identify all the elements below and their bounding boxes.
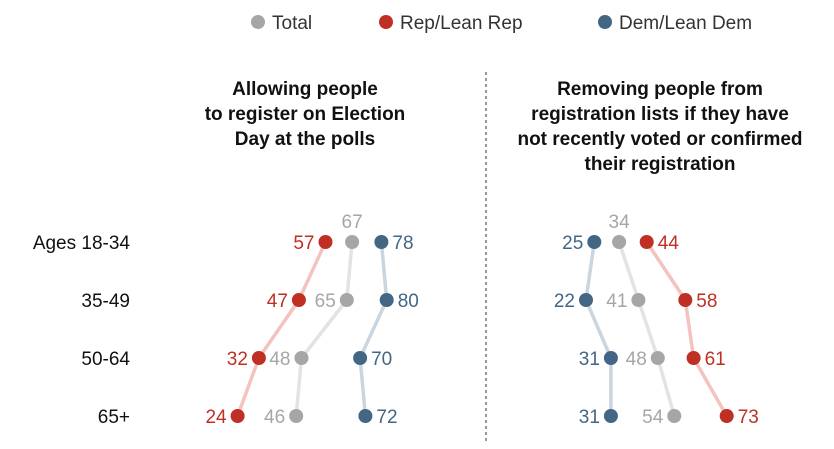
data-label-rep: 73 [738,407,759,428]
legend-marker-dem [598,15,612,29]
data-label-dem: 70 [371,349,392,370]
data-point-total [289,409,304,423]
data-label-dem: 72 [376,407,397,428]
series-line-dem [358,241,389,417]
data-label-total: 67 [342,212,363,233]
data-point-dem [603,409,618,423]
data-label-rep: 32 [227,349,248,370]
row-label: 50-64 [81,349,130,370]
data-label-dem: 31 [579,407,600,428]
data-label-total: 54 [642,407,664,428]
data-point-dem [579,293,593,307]
panel-titles: Allowing people to register on Election Da… [205,79,803,175]
data-point-rep [686,351,701,365]
data-label-dem: 22 [554,291,575,312]
panel-title-line: Day at the polls [235,129,375,150]
data-label-total: 34 [609,212,631,233]
data-point-dem [603,351,618,365]
data-label-total: 41 [606,291,627,312]
panel-title-line: Allowing people [232,79,378,100]
panel-title-line: to register on Election [205,104,406,125]
series-line-rep [235,241,328,417]
data-label-rep: 47 [267,291,288,312]
data-point-dem [587,235,602,249]
data-point-total [650,351,665,365]
data-label-rep: 58 [696,291,717,312]
data-label-rep: 61 [705,349,726,370]
data-label-total: 48 [269,349,290,370]
data-point-rep [639,235,654,249]
legend-marker-rep [379,15,393,29]
data-point-dem [358,409,373,423]
data-point-total [667,409,682,423]
row-label: 35-49 [81,291,130,312]
data-label-rep: 44 [658,233,680,254]
legend: Total Rep/Lean Rep Dem/Lean Dem [251,13,752,34]
data-label-dem: 31 [579,349,600,370]
series-line-dem [584,241,613,416]
panel-title-line: Removing people from [557,79,763,100]
data-label-total: 65 [315,291,336,312]
data-label-total: 46 [264,407,285,428]
panel-title-line: their registration [585,154,736,175]
panel-title-line: not recently voted or confirmed [517,129,802,150]
data-point-rep [318,235,333,249]
legend-marker-total [251,15,265,29]
legend-label-total: Total [272,13,312,34]
data-point-dem [374,235,389,249]
data-point-total [294,351,309,365]
data-label-dem: 25 [562,233,583,254]
data-point-rep [291,293,306,307]
data-label-dem: 80 [398,291,419,312]
data-point-rep [230,409,245,423]
row-labels: Ages 18-34 35-49 50-64 65+ [33,233,131,428]
series-line-total [617,241,676,417]
data-point-total [345,235,360,249]
data-label-rep: 24 [205,407,227,428]
data-label-total: 48 [626,349,647,370]
row-label: Ages 18-34 [33,233,131,254]
data-label-dem: 78 [392,233,413,254]
data-label-rep: 57 [293,233,314,254]
row-label: 65+ [98,407,130,428]
data-point-rep [719,409,734,423]
data-point-rep [251,351,266,365]
legend-label-dem: Dem/Lean Dem [619,13,752,34]
plot-area: 57 47 32 24 67 65 48 46 78 80 70 72 25 22 31 31 34 41 48 54… [205,212,758,428]
panel-title-line: registration lists if they have [531,104,789,125]
series-line-total [294,241,354,417]
data-point-total [339,293,354,307]
data-point-total [631,293,646,307]
series-line-rep [645,241,729,417]
data-point-dem [379,293,394,307]
data-point-rep [678,293,693,307]
legend-label-rep: Rep/Lean Rep [400,13,523,34]
data-point-total [612,235,627,249]
data-point-dem [353,351,368,365]
